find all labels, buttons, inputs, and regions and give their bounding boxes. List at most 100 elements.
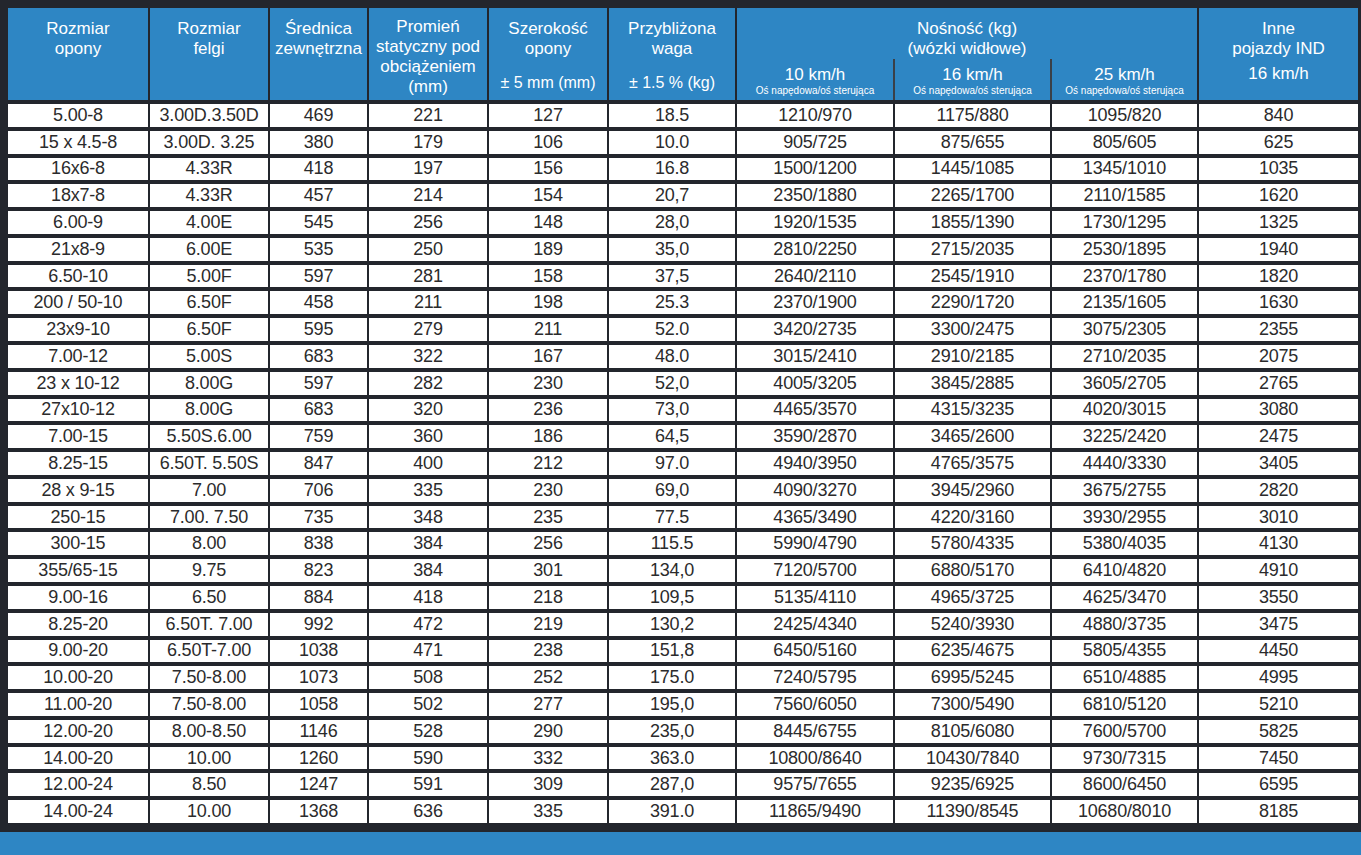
table-cell-r17-c9: 5380/4035 [1052, 532, 1197, 555]
table-cell-r21-c3: 1038 [270, 640, 367, 663]
table-cell-r16-c10: 3010 [1199, 506, 1358, 529]
table-cell-r3-c2: 4.33R [150, 158, 268, 181]
table-cell-r18-c1: 355/65-15 [8, 559, 148, 582]
table-cell-r22-c8: 6995/5245 [895, 666, 1050, 689]
table-cell-r18-c5: 301 [489, 559, 607, 582]
header-speed-10-axles: Oś napędowa/oś sterująca [737, 85, 893, 98]
table-cell-r5-c1: 6.00-9 [8, 211, 148, 234]
table-cell-r4-c4: 214 [369, 184, 487, 207]
table-cell-r10-c4: 322 [369, 345, 487, 368]
table-cell-r6-c9: 2530/1895 [1052, 238, 1197, 261]
table-cell-r20-c7: 2425/4340 [737, 613, 893, 636]
table-cell-r27-c10: 8185 [1199, 800, 1358, 823]
table-cell-r2-c3: 380 [270, 131, 367, 154]
table-cell-r27-c2: 10.00 [150, 800, 268, 823]
table-cell-r9-c8: 3300/2475 [895, 318, 1050, 341]
header-outer-diameter: Średnica zewnętrzna [270, 8, 367, 100]
header-rim-size: Rozmiar felgi [150, 8, 268, 100]
table-cell-r13-c10: 2475 [1199, 425, 1358, 448]
table-cell-r8-c8: 2290/1720 [895, 291, 1050, 314]
table-cell-r13-c9: 3225/2420 [1052, 425, 1197, 448]
table-cell-r19-c9: 4625/3470 [1052, 586, 1197, 609]
table-cell-r1-c2: 3.00D.3.50D [150, 104, 268, 127]
table-cell-r14-c3: 847 [270, 452, 367, 475]
table-cell-r26-c8: 9235/6925 [895, 773, 1050, 796]
table-cell-r6-c2: 6.00E [150, 238, 268, 261]
table-cell-r11-c5: 230 [489, 372, 607, 395]
table-cell-r9-c7: 3420/2735 [737, 318, 893, 341]
table-cell-r17-c3: 838 [270, 532, 367, 555]
table-cell-r8-c3: 458 [270, 291, 367, 314]
table-cell-r19-c2: 6.50 [150, 586, 268, 609]
table-cell-r19-c6: 109,5 [609, 586, 735, 609]
table-cell-r7-c8: 2545/1910 [895, 265, 1050, 288]
table-cell-r16-c5: 235 [489, 506, 607, 529]
table-cell-r10-c10: 2075 [1199, 345, 1358, 368]
header-other-vehicles-label: Inne pojazdy IND [1199, 19, 1358, 59]
table-cell-r14-c4: 400 [369, 452, 487, 475]
table-cell-r5-c9: 1730/1295 [1052, 211, 1197, 234]
table-cell-r6-c4: 250 [369, 238, 487, 261]
table-cell-r16-c2: 7.00. 7.50 [150, 506, 268, 529]
table-cell-r8-c1: 200 / 50-10 [8, 291, 148, 314]
table-cell-r14-c1: 8.25-15 [8, 452, 148, 475]
table-cell-r8-c7: 2370/1900 [737, 291, 893, 314]
table-cell-r12-c6: 73,0 [609, 399, 735, 422]
table-cell-r3-c10: 1035 [1199, 158, 1358, 181]
table-cell-r10-c6: 48.0 [609, 345, 735, 368]
table-cell-r15-c10: 2820 [1199, 479, 1358, 502]
table-cell-r3-c1: 16x6-8 [8, 158, 148, 181]
table-cell-r24-c3: 1146 [270, 720, 367, 743]
table-cell-r12-c1: 27x10-12 [8, 399, 148, 422]
table-cell-r9-c1: 23x9-10 [8, 318, 148, 341]
table-cell-r22-c5: 252 [489, 666, 607, 689]
table-cell-r23-c5: 277 [489, 693, 607, 716]
table-cell-r19-c4: 418 [369, 586, 487, 609]
table-cell-r3-c5: 156 [489, 158, 607, 181]
table-cell-r4-c8: 2265/1700 [895, 184, 1050, 207]
table-cell-r22-c2: 7.50-8.00 [150, 666, 268, 689]
table-cell-r5-c4: 256 [369, 211, 487, 234]
table-cell-r26-c10: 6595 [1199, 773, 1358, 796]
header-tire-width-unit: ± 5 mm (mm) [501, 74, 596, 93]
table-cell-r7-c9: 2370/1780 [1052, 265, 1197, 288]
table-cell-r15-c7: 4090/3270 [737, 479, 893, 502]
header-tire-size: Rozmiar opony [8, 8, 148, 100]
table-cell-r4-c6: 20,7 [609, 184, 735, 207]
table-cell-r4-c5: 154 [489, 184, 607, 207]
header-static-radius: Promień statyczny pod obciążeniem (mm) [369, 8, 487, 100]
table-cell-r21-c8: 6235/4675 [895, 640, 1050, 663]
table-cell-r10-c2: 5.00S [150, 345, 268, 368]
table-cell-r24-c10: 5825 [1199, 720, 1358, 743]
table-cell-r11-c3: 597 [270, 372, 367, 395]
table-cell-r4-c7: 2350/1880 [737, 184, 893, 207]
table-cell-r23-c4: 502 [369, 693, 487, 716]
table-cell-r6-c3: 535 [270, 238, 367, 261]
table-cell-r16-c4: 348 [369, 506, 487, 529]
table-cell-r1-c8: 1175/880 [895, 104, 1050, 127]
header-speed-16: 16 km/h Oś napędowa/oś sterująca [895, 59, 1050, 100]
table-cell-r6-c6: 35,0 [609, 238, 735, 261]
table-cell-r14-c6: 97.0 [609, 452, 735, 475]
table-cell-r9-c4: 279 [369, 318, 487, 341]
table-cell-r21-c10: 4450 [1199, 640, 1358, 663]
header-load-capacity-title: Nośność (kg) (wózki widłowe) [737, 8, 1197, 59]
header-approx-weight-label: Przybliżona waga [628, 19, 716, 59]
table-cell-r13-c3: 759 [270, 425, 367, 448]
table-cell-r3-c8: 1445/1085 [895, 158, 1050, 181]
table-cell-r17-c10: 4130 [1199, 532, 1358, 555]
table-cell-r13-c8: 3465/2600 [895, 425, 1050, 448]
table-cell-r27-c3: 1368 [270, 800, 367, 823]
table-cell-r19-c3: 884 [270, 586, 367, 609]
table-cell-r10-c1: 7.00-12 [8, 345, 148, 368]
header-approx-weight-unit: ± 1.5 % (kg) [629, 74, 715, 93]
table-cell-r3-c6: 16.8 [609, 158, 735, 181]
header-speed-16-label: 16 km/h [895, 66, 1050, 85]
table-cell-r17-c4: 384 [369, 532, 487, 555]
table-cell-r18-c2: 9.75 [150, 559, 268, 582]
table-cell-r27-c1: 14.00-24 [8, 800, 148, 823]
table-cell-r2-c6: 10.0 [609, 131, 735, 154]
table-cell-r4-c9: 2110/1585 [1052, 184, 1197, 207]
table-cell-r21-c7: 6450/5160 [737, 640, 893, 663]
table-cell-r12-c10: 3080 [1199, 399, 1358, 422]
